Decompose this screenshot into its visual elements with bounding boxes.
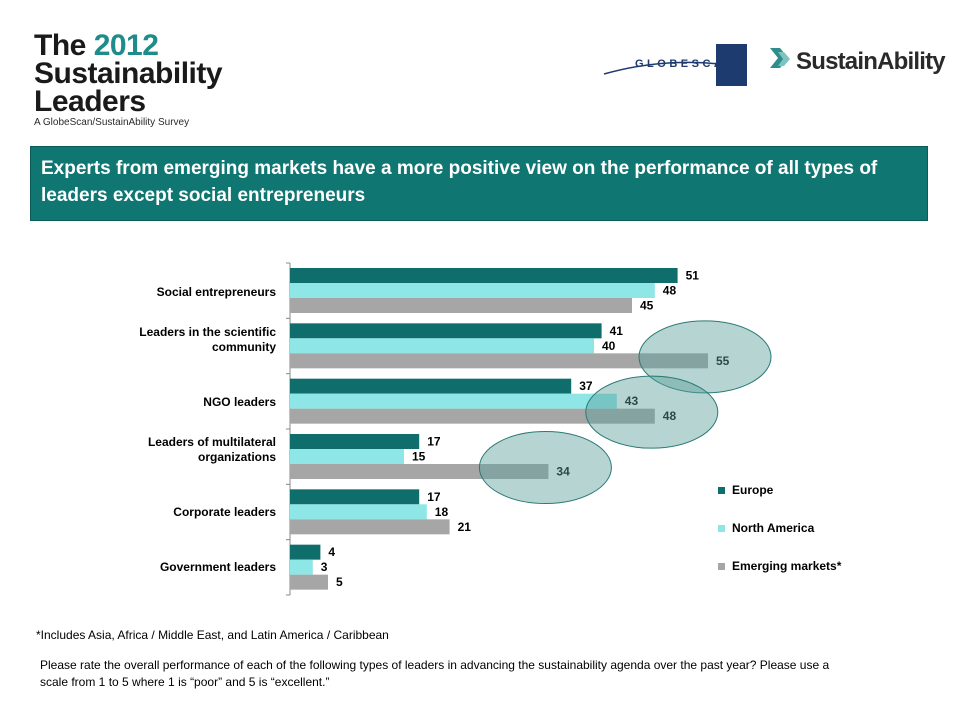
globescan-logo: GLOBESCAN	[603, 44, 747, 86]
logo-the: The	[34, 29, 86, 62]
legend-swatch-emerging	[718, 563, 725, 570]
bar-government-europe	[290, 544, 321, 560]
sustainability-logo-text: SustainAbility	[796, 48, 946, 75]
bar-multilateral-north-america	[290, 449, 404, 464]
bar-ngo-leaders-europe	[290, 378, 572, 394]
bar-government-north-america	[290, 559, 313, 575]
bar-ngo-leaders-emerging	[290, 408, 655, 424]
logo-year: 2012	[93, 29, 159, 62]
data-label-corporate-europe: 17	[427, 490, 441, 504]
data-label-multilateral-north-america: 15	[412, 450, 426, 464]
report-logo-title: The 2012 Sustainability Leaders	[34, 29, 223, 118]
bar-corporate-north-america	[290, 504, 427, 520]
highlight-ellipse-scientific-community	[638, 320, 772, 394]
bar-corporate-emerging	[290, 519, 450, 535]
logo-subtitle: A GlobeScan/SustainAbility Survey	[34, 117, 190, 128]
highlight-ellipse-ngo-leaders	[585, 375, 719, 449]
data-label-multilateral-europe: 17	[427, 435, 441, 449]
data-label-ngo-leaders-north-america: 43	[625, 394, 639, 408]
bar-multilateral-emerging	[290, 464, 549, 479]
headline-text: Experts from emerging markets have a mor…	[41, 158, 878, 206]
data-label-government-emerging: 5	[336, 575, 343, 589]
data-label-social-entrepreneurs-north-america: 48	[663, 284, 677, 298]
category-label-corporate: Corporate leaders	[173, 505, 276, 519]
bar-social-entrepreneurs-europe	[290, 268, 678, 283]
bar-scientific-community-north-america	[290, 338, 594, 354]
legend-label-europe: Europe	[732, 483, 774, 497]
category-label-scientific-community: Leaders in the scientific community	[139, 325, 276, 354]
data-label-scientific-community-emerging: 55	[716, 354, 730, 368]
data-label-social-entrepreneurs-europe: 51	[686, 269, 700, 283]
bar-scientific-community-europe	[290, 323, 602, 339]
footnote: *Includes Asia, Africa / Middle East, an…	[36, 628, 389, 642]
survey-question: Please rate the overall performance of e…	[40, 658, 830, 689]
data-label-multilateral-emerging: 34	[556, 465, 570, 479]
legend-label-emerging: Emerging markets*	[732, 559, 842, 573]
globescan-logo-text: GLOBESCAN	[635, 58, 737, 70]
bar-social-entrepreneurs-emerging	[290, 298, 632, 313]
data-label-ngo-leaders-europe: 37	[579, 379, 593, 393]
bar-social-entrepreneurs-north-america	[290, 283, 655, 298]
headline-banner: Experts from emerging markets have a mor…	[30, 146, 928, 221]
sustainability-logo-icon	[770, 48, 790, 68]
data-label-social-entrepreneurs-emerging: 45	[640, 299, 654, 313]
data-label-government-north-america: 3	[321, 560, 328, 574]
logo-leaders: Leaders	[34, 85, 146, 118]
category-label-government: Government leaders	[159, 560, 276, 574]
data-label-ngo-leaders-emerging: 48	[663, 409, 677, 423]
data-label-corporate-emerging: 21	[458, 520, 472, 534]
category-label-multilateral: Leaders of multilateral organizations	[147, 435, 276, 464]
bar-ngo-leaders-north-america	[290, 393, 617, 409]
highlight-ellipse-multilateral	[478, 431, 612, 504]
logo-sustainability: Sustainability	[34, 57, 223, 90]
data-label-government-europe: 4	[328, 545, 335, 559]
legend-label-north-america: North America	[732, 521, 815, 535]
data-label-scientific-community-europe: 41	[610, 324, 624, 338]
category-label-social-entrepreneurs: Social entrepreneurs	[156, 285, 276, 299]
bar-government-emerging	[290, 574, 328, 590]
bar-corporate-europe	[290, 489, 420, 505]
category-label-ngo-leaders: NGO leaders	[203, 395, 276, 409]
bar-scientific-community-emerging	[290, 353, 708, 369]
data-label-scientific-community-north-america: 40	[602, 339, 616, 353]
data-label-corporate-north-america: 18	[435, 505, 449, 519]
legend-swatch-europe	[718, 487, 725, 494]
legend-swatch-north-america	[718, 525, 725, 532]
bar-multilateral-europe	[290, 434, 420, 449]
